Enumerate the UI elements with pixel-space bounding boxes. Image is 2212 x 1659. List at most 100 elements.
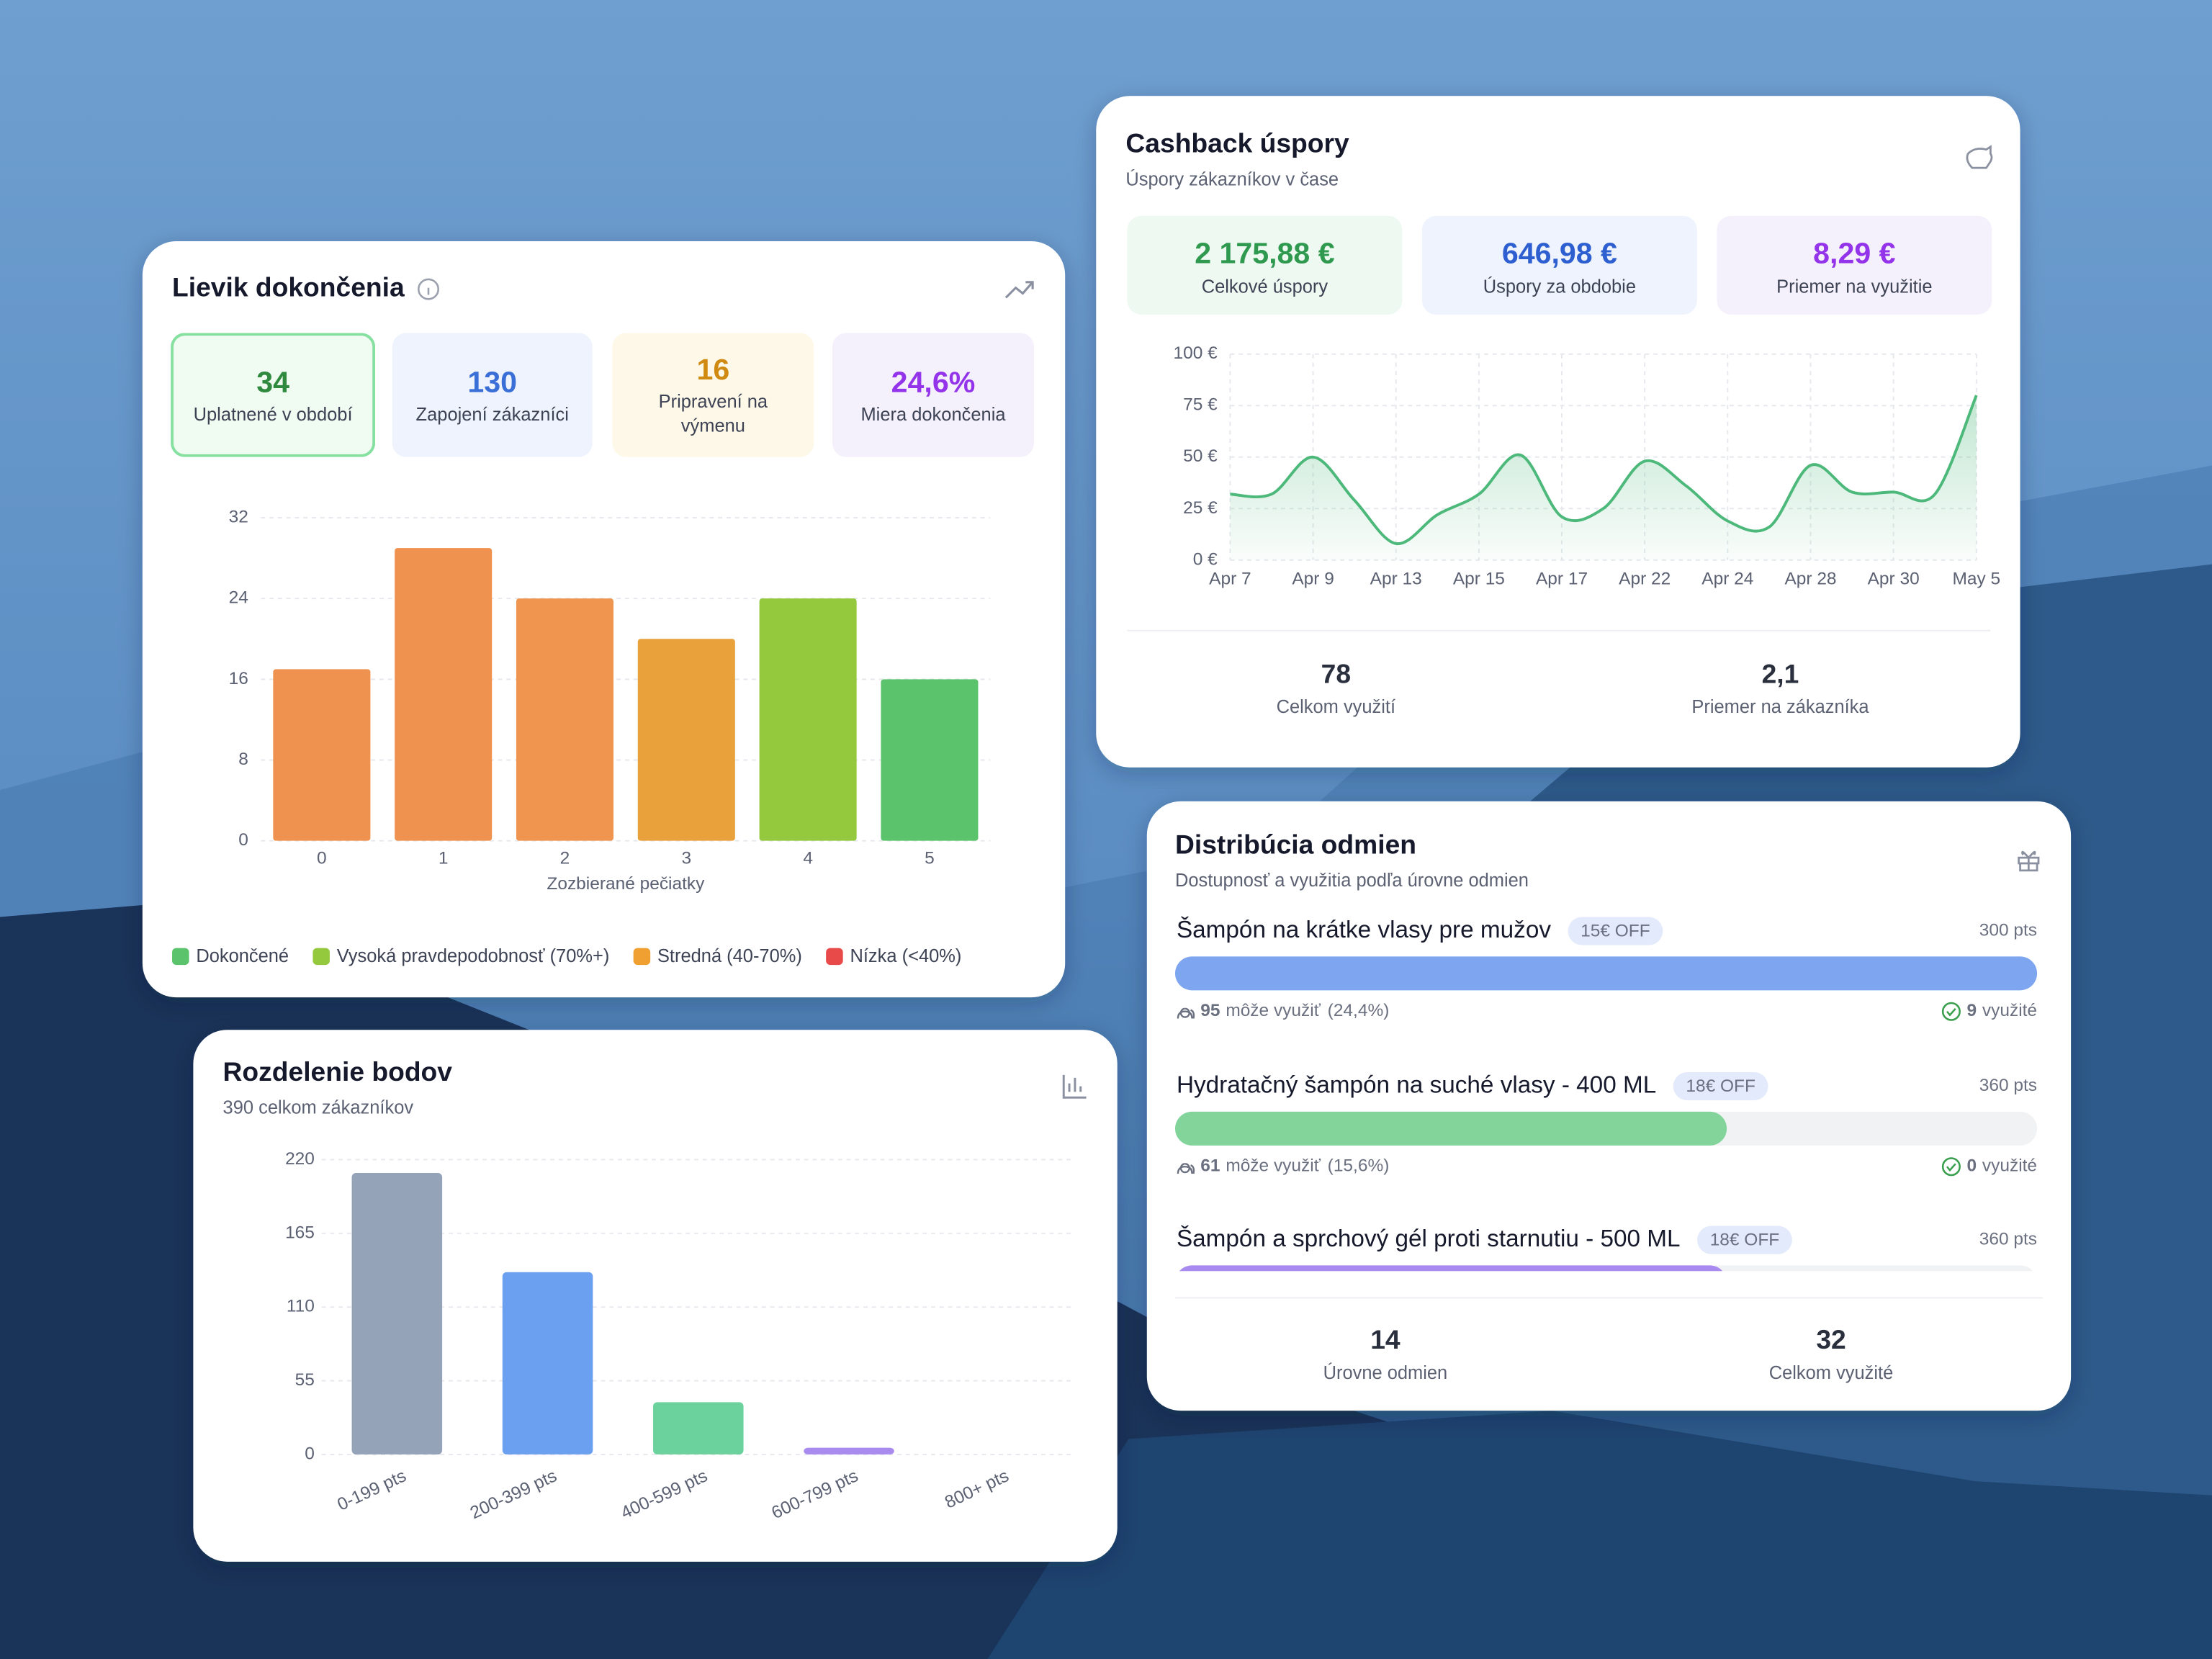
stat-value: 24,6% [891, 366, 976, 399]
trend-icon [1004, 281, 1034, 299]
badge-label: 18€ OFF [1710, 1231, 1780, 1250]
footer-label: Priemer na zákazníka [1691, 697, 1869, 717]
stat-box [1717, 215, 1992, 315]
footer-value: 2,1 [1762, 658, 1799, 688]
card-subtitle: Dostupnosť a využitia podľa úrovne odmie… [1175, 871, 1529, 891]
info-icon [418, 278, 439, 300]
badge-label: 18€ OFF [1686, 1076, 1755, 1096]
progress-bar [1175, 1111, 1727, 1146]
y-tick-label: 0 [238, 830, 248, 850]
card-title: Distribúcia odmien [1175, 829, 1416, 859]
legend-swatch [826, 948, 843, 966]
y-tick-label: 165 [285, 1223, 315, 1242]
y-tick-label: 25 € [1183, 498, 1218, 518]
y-tick-label: 16 [229, 669, 248, 688]
badge [1697, 1226, 1792, 1254]
x-tick-label: Apr 15 [1453, 570, 1505, 589]
gift-icon [2018, 850, 2040, 872]
bar [502, 1272, 593, 1455]
x-tick-label: Apr 17 [1536, 570, 1588, 589]
legend-label: Dokončené [196, 946, 289, 966]
stat-value: 130 [467, 366, 518, 399]
y-tick-label: 24 [229, 588, 248, 608]
x-tick-label: Apr 30 [1868, 570, 1920, 589]
y-tick-label: 55 [295, 1370, 315, 1390]
legend-label: Nízka (<40%) [850, 946, 961, 966]
y-tick-label: 0 € [1193, 549, 1218, 569]
bar [653, 1402, 744, 1455]
stat-label: Priemer na využitie [1776, 276, 1932, 297]
bar [516, 598, 614, 841]
footer-label: Úrovne odmien [1323, 1362, 1448, 1383]
card-subtitle: 390 celkom zákazníkov [223, 1098, 414, 1118]
people-icon [1177, 1163, 1195, 1174]
bar [759, 598, 857, 841]
stat-label: Celkové úspory [1202, 276, 1328, 297]
x-tick-label: Apr 24 [1701, 570, 1753, 589]
y-tick-label: 32 [229, 507, 248, 526]
stat-box: 130 Zapojení zákazníci [392, 333, 593, 457]
stat-label: Miera dokončenia [860, 403, 1006, 424]
eligible-label: môže využiť [1226, 1001, 1321, 1020]
stat-value: 16 [696, 354, 730, 387]
footer-value: 32 [1816, 1324, 1845, 1354]
stat-box: 24,6% Miera dokončenia [832, 333, 1035, 457]
stat-value: 8,29 € [1813, 236, 1895, 269]
stat-label: Pripravení na výmenu [658, 390, 768, 436]
card-title: Rozdelenie bodov [223, 1056, 453, 1087]
used-count: 0 [1966, 1156, 1977, 1176]
x-tick-label: Apr 9 [1292, 570, 1334, 589]
bar [804, 1447, 894, 1455]
stat-label: Uplatnené v období [193, 403, 353, 424]
check-icon [1941, 1002, 1961, 1021]
y-tick-label: 0 [305, 1444, 315, 1463]
reward-name: Hydratačný šampón na suché vlasy - 400 M… [1177, 1071, 1656, 1098]
stat-box: 24,6% Miera dokončenia [832, 333, 1035, 457]
x-tick-label: 0 [317, 849, 327, 868]
stat-box [1127, 215, 1403, 315]
stat-label: Zapojení zákazníci [415, 403, 569, 424]
footer-label: Celkom využité [1769, 1363, 1894, 1383]
x-tick-label: 5 [925, 849, 935, 868]
eligible-count: 61 [1200, 1156, 1220, 1176]
check-icon [1946, 1007, 1956, 1017]
used-label: využité [1982, 1156, 2037, 1176]
y-tick-label: 220 [285, 1149, 315, 1169]
reward-list: Šampón na krátke vlasy pre mužov 15€ OFF 3… [1175, 916, 2037, 1272]
x-tick-label: May 5 [1952, 570, 2000, 589]
reward-points: 360 pts [1979, 1076, 2037, 1095]
y-tick-label: 110 [287, 1297, 315, 1316]
eligible-label: môže využiť [1226, 1156, 1321, 1176]
piggy-icon [1966, 145, 1993, 169]
x-tick-label: 2 [560, 849, 570, 868]
bar [395, 548, 493, 841]
x-tick-label: Apr 13 [1370, 570, 1422, 589]
x-tick-label: Apr 22 [1619, 570, 1671, 589]
x-tick-label: 1 [439, 849, 449, 868]
stat-value: 2 175,88 € [1195, 236, 1335, 269]
badge-label: 15€ OFF [1581, 922, 1650, 941]
card-subtitle: Úspory zákazníkov v čase [1125, 168, 1339, 189]
stat-box [1421, 215, 1697, 315]
stat-value: 34 [256, 366, 289, 399]
y-tick-label: 75 € [1183, 395, 1218, 415]
card [1096, 96, 2020, 768]
x-tick-label: 3 [682, 849, 692, 868]
bar [881, 679, 979, 841]
reward-points: 300 pts [1979, 921, 2037, 940]
bar [273, 669, 371, 841]
people-icon [1177, 1007, 1195, 1019]
check-icon [1941, 1157, 1961, 1177]
used-count: 9 [1966, 1001, 1977, 1020]
card-title: Lievik dokončenia [172, 271, 405, 302]
x-tick-label: Apr 28 [1784, 570, 1836, 589]
used-label: využité [1982, 1001, 2037, 1020]
reward-name: Šampón a sprchový gél proti starnutiu - … [1177, 1225, 1681, 1252]
x-tick-label: Apr 7 [1209, 570, 1251, 589]
stat-box: 34 Uplatnené v období [171, 333, 376, 457]
card-title: Cashback úspory [1125, 128, 1349, 158]
legend-label: Vysoká pravdepodobnosť (70%+) [337, 946, 610, 966]
chart-icon [1062, 1074, 1087, 1099]
mountain [987, 1411, 2212, 1659]
